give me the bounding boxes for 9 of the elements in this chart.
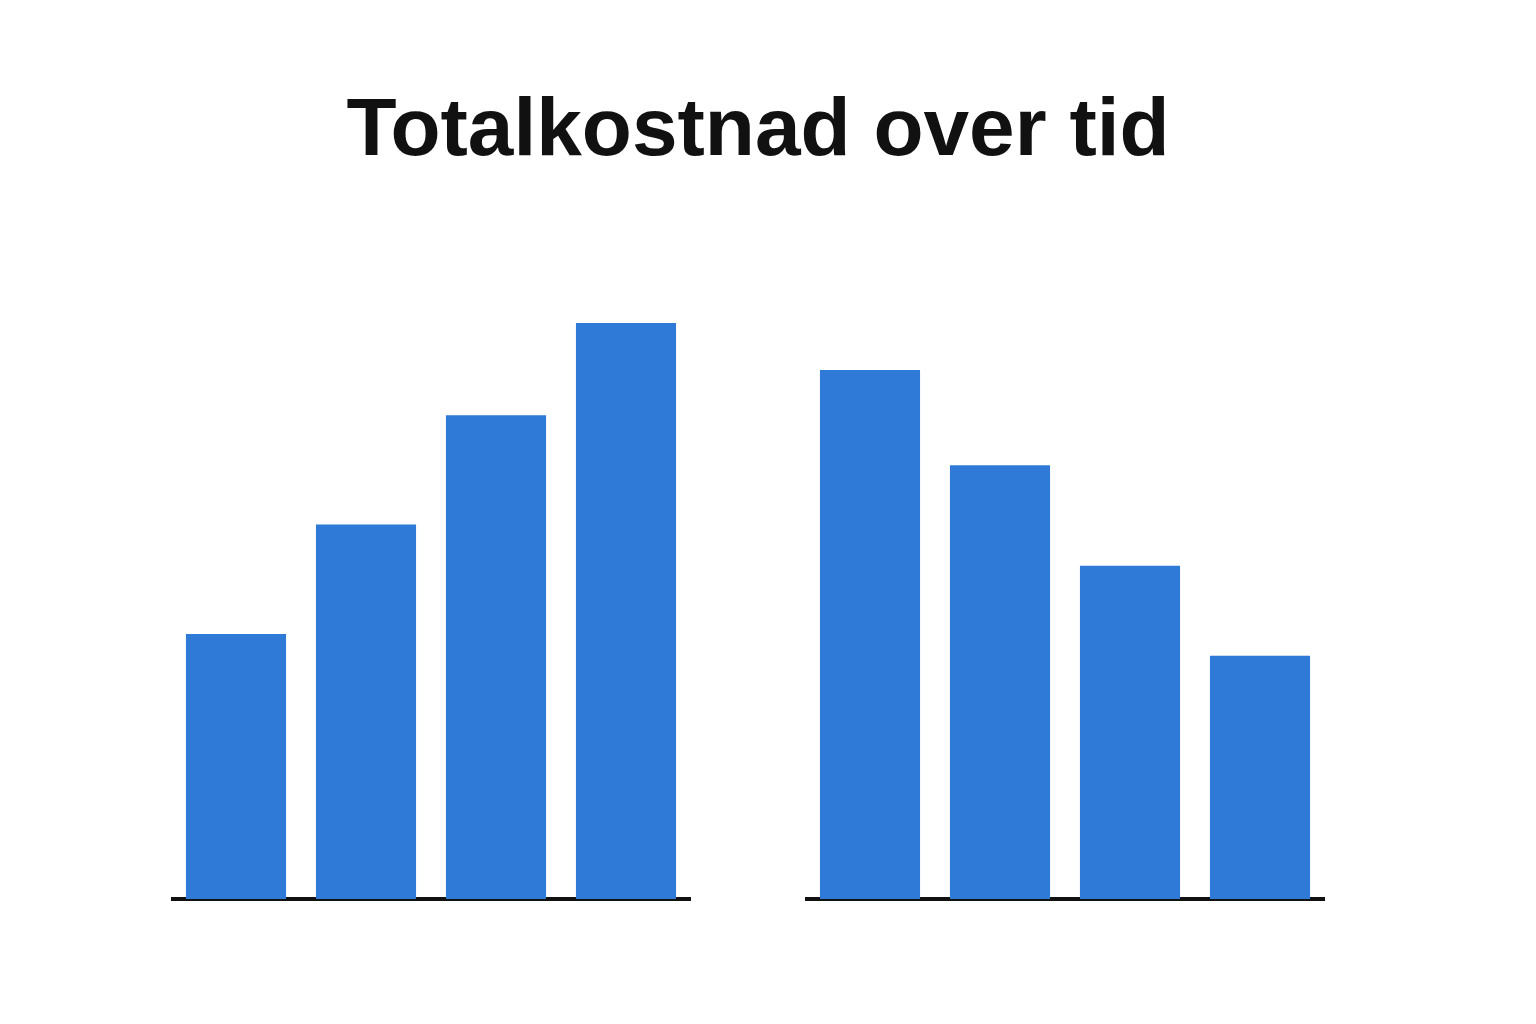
bar	[185, 634, 287, 899]
bar	[819, 370, 921, 899]
bar	[1079, 565, 1181, 899]
bar	[949, 465, 1051, 899]
bar	[1209, 655, 1311, 899]
bar	[315, 524, 417, 899]
chart-title: Totalkostnad over tid	[345, 80, 1171, 174]
bar	[445, 415, 547, 899]
bar	[575, 323, 677, 899]
